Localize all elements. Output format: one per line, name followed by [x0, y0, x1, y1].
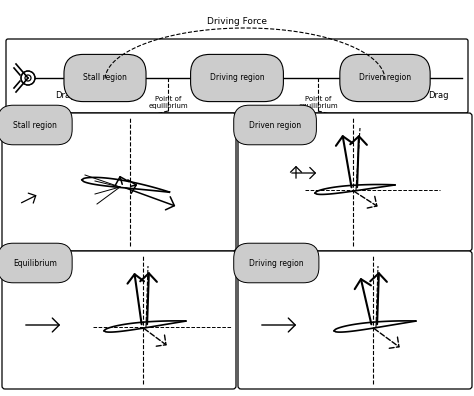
Text: T: T: [380, 258, 386, 268]
Text: Point of
equilibrium: Point of equilibrium: [148, 96, 188, 109]
Text: AoA: AoA: [19, 156, 33, 162]
FancyBboxPatch shape: [238, 251, 472, 389]
Text: (Blade stall): (Blade stall): [19, 165, 56, 170]
Text: Driven region: Driven region: [249, 120, 301, 129]
Text: wind: wind: [245, 171, 260, 176]
Text: Chord line: Chord line: [427, 181, 459, 186]
Text: Driving region: Driving region: [249, 259, 304, 268]
Text: Inflow up through rotor: Inflow up through rotor: [246, 238, 319, 243]
Text: T: T: [360, 121, 366, 131]
Text: Drag: Drag: [55, 91, 75, 101]
Text: AoA: AoA: [293, 166, 307, 172]
FancyBboxPatch shape: [238, 113, 472, 251]
Text: D: D: [382, 205, 389, 214]
Text: L: L: [113, 164, 117, 173]
Text: Stall region: Stall region: [83, 74, 127, 82]
Text: relative: relative: [245, 164, 269, 169]
Text: Equilibrium: Equilibrium: [13, 259, 57, 268]
Circle shape: [21, 71, 35, 85]
Text: Axis of rotation: Axis of rotation: [388, 374, 442, 380]
Text: D: D: [171, 345, 177, 354]
Text: Axis of rotation: Axis of rotation: [158, 374, 211, 380]
Text: Axis of rotation: Axis of rotation: [128, 236, 182, 242]
Text: AoA: AoA: [259, 309, 273, 315]
Text: Drag: Drag: [428, 91, 448, 101]
Text: Axis of rotation: Axis of rotation: [364, 236, 417, 242]
FancyBboxPatch shape: [2, 251, 236, 389]
Text: Rotational: Rotational: [245, 157, 277, 162]
Text: Driven region: Driven region: [359, 74, 411, 82]
Text: L: L: [355, 265, 361, 275]
Text: Point of
equilibrium: Point of equilibrium: [298, 96, 338, 109]
Text: Stall region: Stall region: [13, 120, 57, 129]
Text: Inflow: Inflow: [10, 194, 31, 200]
Text: L: L: [336, 122, 342, 132]
Text: Drag: Drag: [175, 207, 194, 216]
Text: L: L: [129, 260, 135, 270]
FancyBboxPatch shape: [2, 113, 236, 251]
Text: Inflow: Inflow: [11, 371, 32, 377]
Text: Inflow: Inflow: [247, 371, 268, 377]
FancyBboxPatch shape: [6, 39, 468, 113]
Text: AoA: AoA: [23, 309, 36, 315]
Text: T: T: [150, 258, 156, 268]
Text: D: D: [404, 347, 410, 356]
Text: Driving region: Driving region: [210, 74, 264, 82]
Text: Driving Force: Driving Force: [207, 17, 267, 25]
Text: T: T: [141, 176, 146, 185]
